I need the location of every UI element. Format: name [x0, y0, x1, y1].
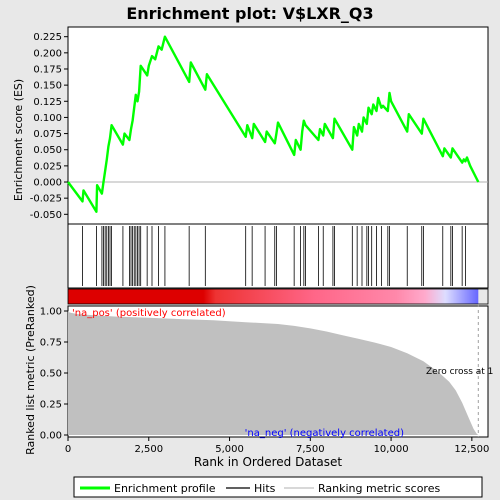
es-y-tick-label: 0.125: [33, 97, 62, 108]
ranking-metric-series: [68, 304, 479, 437]
es-y-tick-label: 0.075: [33, 129, 62, 140]
es-y-axis-label: Enrichment score (ES): [12, 79, 25, 201]
x-tick-label: 0: [65, 444, 71, 455]
es-y-tick-label: 0.000: [33, 178, 62, 189]
colorbar-border: [67, 288, 489, 305]
es-y-tick-label: 0.150: [33, 81, 62, 92]
neg-correlated-label: 'na_neg' (negatively correlated): [245, 428, 404, 439]
es-y-tick-label: 0.050: [33, 145, 62, 156]
metric-y-axis: 1.00 0.75 0.50 0.25 0.00: [40, 307, 68, 442]
es-y-axis: 0.225 0.200 0.175 0.150 0.125 0.100 0.075 0.050…: [30, 32, 68, 221]
x-tick-label: 12,500: [454, 444, 489, 455]
metric-y-tick-label: 0.25: [40, 400, 62, 411]
legend-label-ranking: Ranking metric scores: [318, 482, 440, 495]
metric-y-tick-label: 0.00: [40, 431, 62, 442]
es-y-tick-label: 0.225: [33, 32, 62, 43]
x-tick-label: 10,000: [374, 444, 409, 455]
zero-cross-label: Zero cross at 1: [426, 367, 493, 377]
es-y-tick-label: 0.100: [33, 113, 62, 124]
x-tick-label: 2,500: [134, 444, 163, 455]
es-y-tick-label: -0.050: [30, 210, 62, 221]
es-y-tick-label: 0.025: [33, 161, 62, 172]
x-axis-label: Rank in Ordered Dataset: [194, 455, 342, 469]
ranking-metric-area: [68, 311, 479, 435]
enrichment-profile-line: [67, 35, 480, 213]
rank-colorbar: [67, 288, 489, 305]
x-tick-label: 5,000: [215, 444, 244, 455]
legend-box: [73, 476, 483, 498]
legend-label-hits: Hits: [254, 482, 276, 495]
legend-label-enrichment: Enrichment profile: [114, 482, 216, 495]
es-y-tick-label: 0.175: [33, 64, 62, 75]
legend: Enrichment profile Hits Ranking metric s…: [73, 476, 483, 498]
chart-title: Enrichment plot: V$LXR_Q3: [126, 4, 373, 23]
hits-panel: [67, 223, 489, 289]
metric-y-axis-label: Ranked list metric (PreRanked): [24, 285, 37, 455]
x-axis: 0 2,500 5,000 7,500 10,000 12,500: [65, 437, 489, 455]
x-tick-label: 7,500: [296, 444, 325, 455]
pos-correlated-label: 'na_pos' (positively correlated): [72, 308, 226, 319]
es-y-tick-label: -0.025: [30, 194, 62, 205]
colorbar-fill: [68, 289, 479, 304]
enrichment-profile-series: [67, 35, 480, 213]
metric-y-tick-label: 0.75: [40, 338, 62, 349]
metric-y-tick-label: 0.50: [40, 369, 62, 380]
es-y-tick-label: 0.200: [33, 48, 62, 59]
hits-series: [82, 226, 466, 286]
metric-y-tick-label: 1.00: [40, 307, 62, 318]
